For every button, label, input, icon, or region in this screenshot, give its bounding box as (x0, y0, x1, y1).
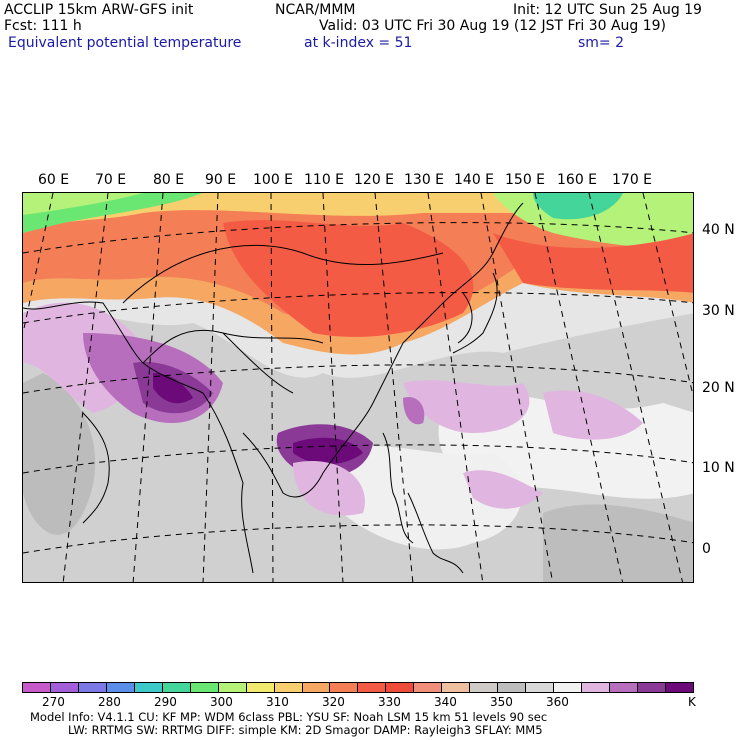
model-info-line1: Model Info: V4.1.1 CU: KF MP: WDM 6class… (30, 710, 548, 724)
lon-label: 160 E (557, 172, 598, 188)
colorbar-swatch (442, 683, 471, 692)
colorbar-swatch (330, 683, 359, 692)
lon-label: 150 E (505, 172, 546, 188)
colorbar-swatch (218, 683, 247, 692)
lat-label: 40 N (702, 222, 735, 238)
colorbar-swatch (582, 683, 611, 692)
colorbar-swatch (665, 683, 693, 692)
colorbar-label: 290 (154, 695, 177, 709)
model-info-line2: LW: RRTMG SW: RRTMG DIFF: simple KM: 2D … (68, 723, 543, 737)
colorbar-swatch (274, 683, 303, 692)
model-title: ACCLIP 15km ARW-GFS init (4, 2, 194, 18)
colorbar-label: 270 (42, 695, 65, 709)
colorbar-label: 310 (266, 695, 289, 709)
lon-label: 60 E (38, 172, 70, 188)
colorbar-swatch (23, 683, 51, 692)
lon-label: 130 E (404, 172, 445, 188)
lat-label: 30 N (702, 303, 735, 319)
colorbar (22, 682, 694, 693)
colorbar-swatch (190, 683, 219, 692)
colorbar-label: 360 (546, 695, 569, 709)
colorbar-swatch (386, 683, 415, 692)
lat-label: 10 N (702, 460, 735, 476)
colorbar-swatch (246, 683, 275, 692)
colorbar-unit: K (688, 695, 696, 709)
organization: NCAR/MMM (275, 2, 356, 18)
colorbar-label: 340 (434, 695, 457, 709)
lat-label: 0 (702, 541, 711, 557)
colorbar-label: 330 (378, 695, 401, 709)
lon-label: 170 E (612, 172, 653, 188)
colorbar-swatch (637, 683, 666, 692)
level-index: at k-index = 51 (304, 35, 413, 51)
colorbar-swatch (414, 683, 443, 692)
forecast-hour: Fcst: 111 h (4, 18, 82, 34)
theta-e-map (22, 192, 694, 583)
lon-label: 110 E (304, 172, 345, 188)
init-time: Init: 12 UTC Sun 25 Aug 19 (513, 2, 702, 18)
field-name: Equivalent potential temperature (8, 35, 242, 51)
lon-label: 70 E (95, 172, 127, 188)
colorbar-swatch (50, 683, 79, 692)
colorbar-swatch (358, 683, 387, 692)
lon-label: 80 E (153, 172, 185, 188)
lat-label: 20 N (702, 380, 735, 396)
colorbar-label: 350 (490, 695, 513, 709)
colorbar-swatch (302, 683, 331, 692)
colorbar-label: 280 (98, 695, 121, 709)
colorbar-label: 300 (210, 695, 233, 709)
colorbar-swatch (162, 683, 191, 692)
colorbar-swatch (134, 683, 163, 692)
colorbar-swatch (78, 683, 107, 692)
colorbar-swatch (106, 683, 135, 692)
colorbar-swatch (470, 683, 499, 692)
colorbar-label: 320 (322, 695, 345, 709)
colorbar-swatch (610, 683, 638, 692)
colorbar-swatch (526, 683, 555, 692)
colorbar-swatch (554, 683, 583, 692)
valid-time: Valid: 03 UTC Fri 30 Aug 19 (12 JST Fri … (319, 18, 667, 34)
lon-label: 140 E (454, 172, 495, 188)
smoothing: sm= 2 (578, 35, 625, 51)
lon-label: 120 E (354, 172, 395, 188)
map-canvas (23, 193, 693, 582)
lon-label: 100 E (253, 172, 294, 188)
lon-label: 90 E (205, 172, 237, 188)
colorbar-swatch (498, 683, 527, 692)
